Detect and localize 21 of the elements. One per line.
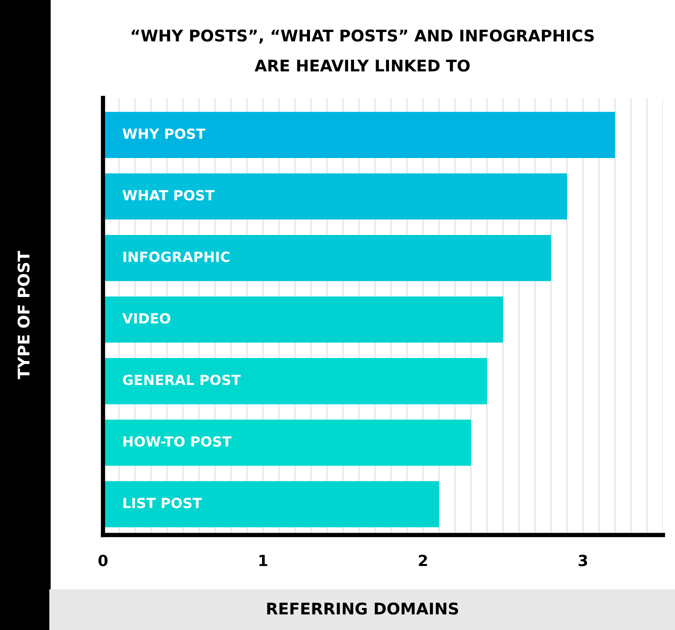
y-tick-label: WHAT POST (122, 190, 215, 201)
y-tick-label: LIST POST (123, 498, 202, 508)
x-axis-title: REFERRING DOMAINS (267, 602, 458, 615)
y-tick-label: WHY POST (122, 128, 206, 139)
bar (103, 481, 439, 528)
bar (103, 173, 567, 220)
x-tick-label: 0 (98, 554, 108, 566)
y-tick-label: GENERAL POST (122, 374, 241, 386)
y-tick-label: INFOGRAPHIC (123, 252, 230, 262)
bar (103, 296, 503, 343)
bar (103, 112, 615, 158)
bar (103, 234, 551, 282)
bar (103, 358, 487, 404)
x-tick-label: 3 (578, 554, 588, 566)
y-tick-label: HOW-TO POST (123, 436, 232, 447)
chart-title: “WHY POSTS”, “WHAT POSTS” AND INFOGRAPHICS ARE HEAVILY LINKED TO (132, 30, 594, 72)
bar (103, 420, 471, 466)
y-tick-label: VIDEO (122, 313, 170, 324)
x-tick-label: 2 (418, 554, 427, 566)
x-tick-label: 1 (259, 554, 268, 566)
y-axis-title: TYPE OF POST (18, 250, 30, 380)
